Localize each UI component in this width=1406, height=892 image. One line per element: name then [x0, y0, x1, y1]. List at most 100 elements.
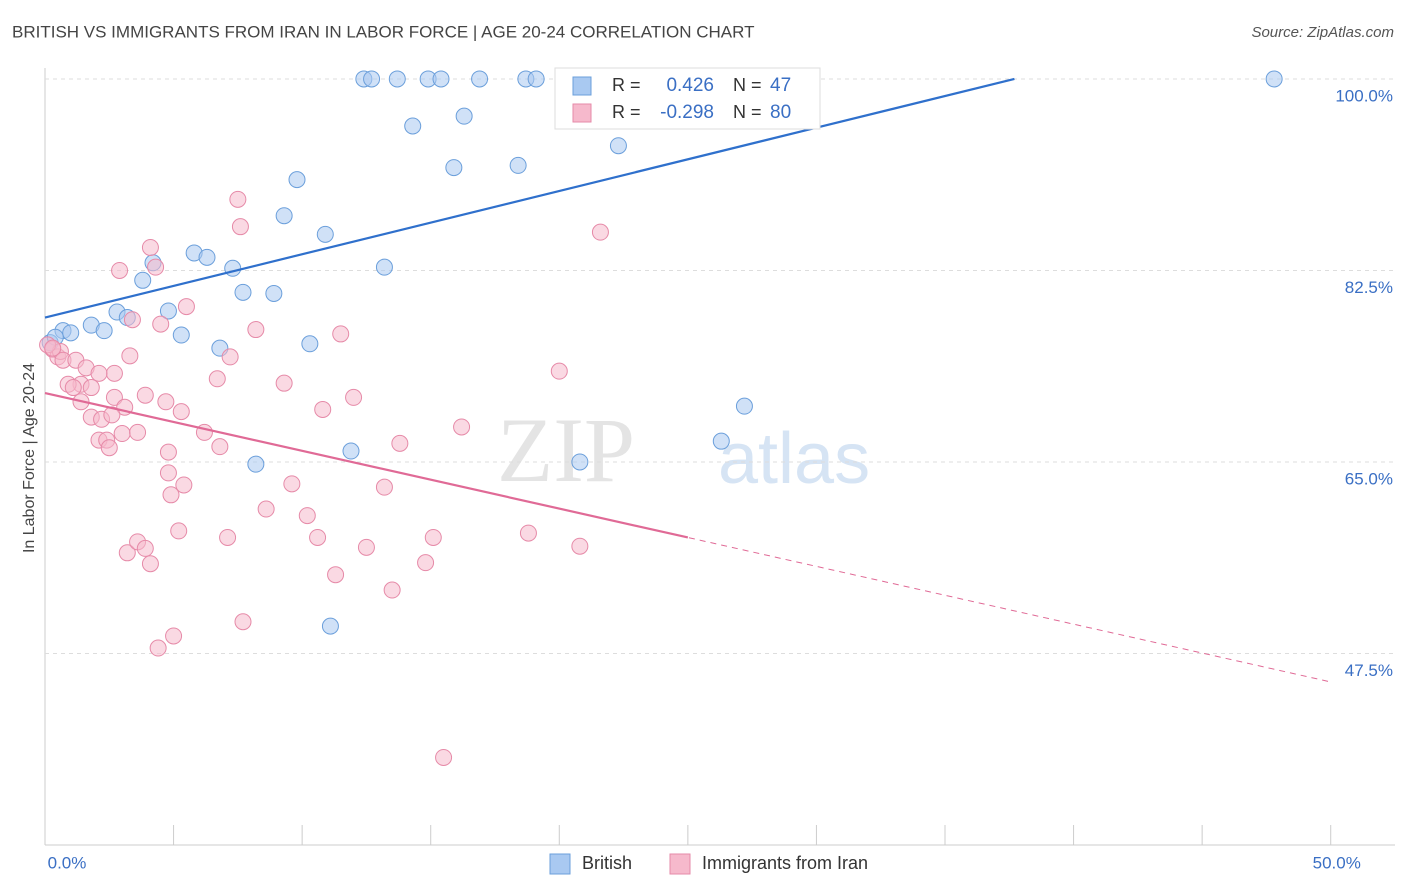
point: [224, 259, 242, 277]
point: [159, 443, 177, 461]
point: [471, 70, 489, 88]
point: [404, 117, 422, 135]
point: [141, 555, 159, 573]
point: [105, 388, 123, 406]
point: [432, 70, 450, 88]
point: [175, 476, 193, 494]
point: [332, 325, 350, 343]
point: [275, 207, 293, 225]
point: [1265, 70, 1283, 88]
legend-r-value: 0.426: [666, 75, 714, 96]
point: [316, 225, 334, 243]
point: [609, 137, 627, 155]
point: [321, 617, 339, 635]
y-tick-label: 65.0%: [1345, 469, 1393, 488]
y-axis-label: In Labor Force | Age 20-24: [21, 363, 38, 553]
legend-swatch: [669, 853, 691, 875]
point: [198, 248, 216, 266]
point: [247, 455, 265, 473]
y-tick-label: 47.5%: [1345, 661, 1393, 680]
point: [229, 190, 247, 208]
point: [111, 261, 129, 279]
legend-n-value: 80: [770, 102, 791, 123]
point: [309, 528, 327, 546]
x-tick-label: 50.0%: [1313, 853, 1361, 872]
point: [314, 400, 332, 418]
legend-swatch: [572, 103, 592, 123]
point: [141, 238, 159, 256]
legend-label: British: [582, 853, 632, 873]
point: [129, 423, 147, 441]
legend: R = 0.426 N = 47 British R = -0.298 N = 80 Immigr…: [549, 75, 868, 875]
point: [172, 403, 190, 421]
legend-r-value: -0.298: [660, 102, 714, 123]
point: [165, 627, 183, 645]
point: [327, 566, 345, 584]
grid: 47.5% 65.0% 82.5% 100.0% 0.0% 50.0%: [44, 78, 1395, 872]
trend-line-solid: [44, 391, 689, 539]
legend-swatch: [549, 853, 571, 875]
point: [100, 439, 118, 457]
point: [391, 434, 409, 452]
point: [118, 544, 136, 562]
point: [234, 613, 252, 631]
point: [157, 393, 175, 411]
point: [550, 362, 568, 380]
y-tick-label: 100.0%: [1335, 86, 1393, 105]
point: [571, 537, 589, 555]
point: [357, 538, 375, 556]
point: [527, 70, 545, 88]
point: [136, 539, 154, 557]
point: [159, 302, 177, 320]
point: [123, 311, 141, 329]
point: [208, 370, 226, 388]
point: [735, 397, 753, 415]
point: [435, 748, 453, 766]
point: [113, 425, 131, 443]
point: [82, 379, 100, 397]
point: [453, 418, 471, 436]
point: [275, 374, 293, 392]
point: [509, 156, 527, 174]
point: [571, 453, 589, 471]
trend-line: [44, 77, 1015, 319]
point: [219, 528, 237, 546]
point: [257, 500, 275, 518]
point: [95, 322, 113, 340]
point: [375, 258, 393, 276]
point: [147, 258, 165, 276]
point: [445, 159, 463, 177]
y-tick-label: 82.5%: [1345, 278, 1393, 297]
point: [519, 524, 537, 542]
chart-title: BRITISH VS IMMIGRANTS FROM IRAN IN LABOR…: [12, 22, 754, 41]
point: [103, 406, 121, 424]
x-tick-label: 0.0%: [48, 853, 87, 872]
point: [288, 171, 306, 189]
point: [712, 432, 730, 450]
legend-n-value: 47: [770, 75, 791, 96]
points: [39, 70, 1283, 766]
point: [105, 364, 123, 382]
point: [64, 379, 82, 397]
point: [221, 348, 239, 366]
legend-r-label: R =: [612, 102, 641, 122]
point: [177, 298, 195, 316]
legend-box: [554, 67, 821, 130]
point: [388, 70, 406, 88]
point: [211, 438, 229, 456]
point: [455, 107, 473, 125]
point: [172, 326, 190, 344]
point: [136, 386, 154, 404]
point: [383, 581, 401, 599]
point: [134, 271, 152, 289]
point: [149, 639, 167, 657]
point: [152, 315, 170, 333]
point: [298, 507, 316, 525]
legend-swatch: [572, 76, 592, 96]
point: [170, 522, 188, 540]
point: [417, 554, 435, 572]
source: Source: ZipAtlas.com: [1251, 24, 1394, 41]
legend-n-label: N =: [733, 102, 762, 122]
point: [247, 321, 265, 339]
point: [345, 388, 363, 406]
